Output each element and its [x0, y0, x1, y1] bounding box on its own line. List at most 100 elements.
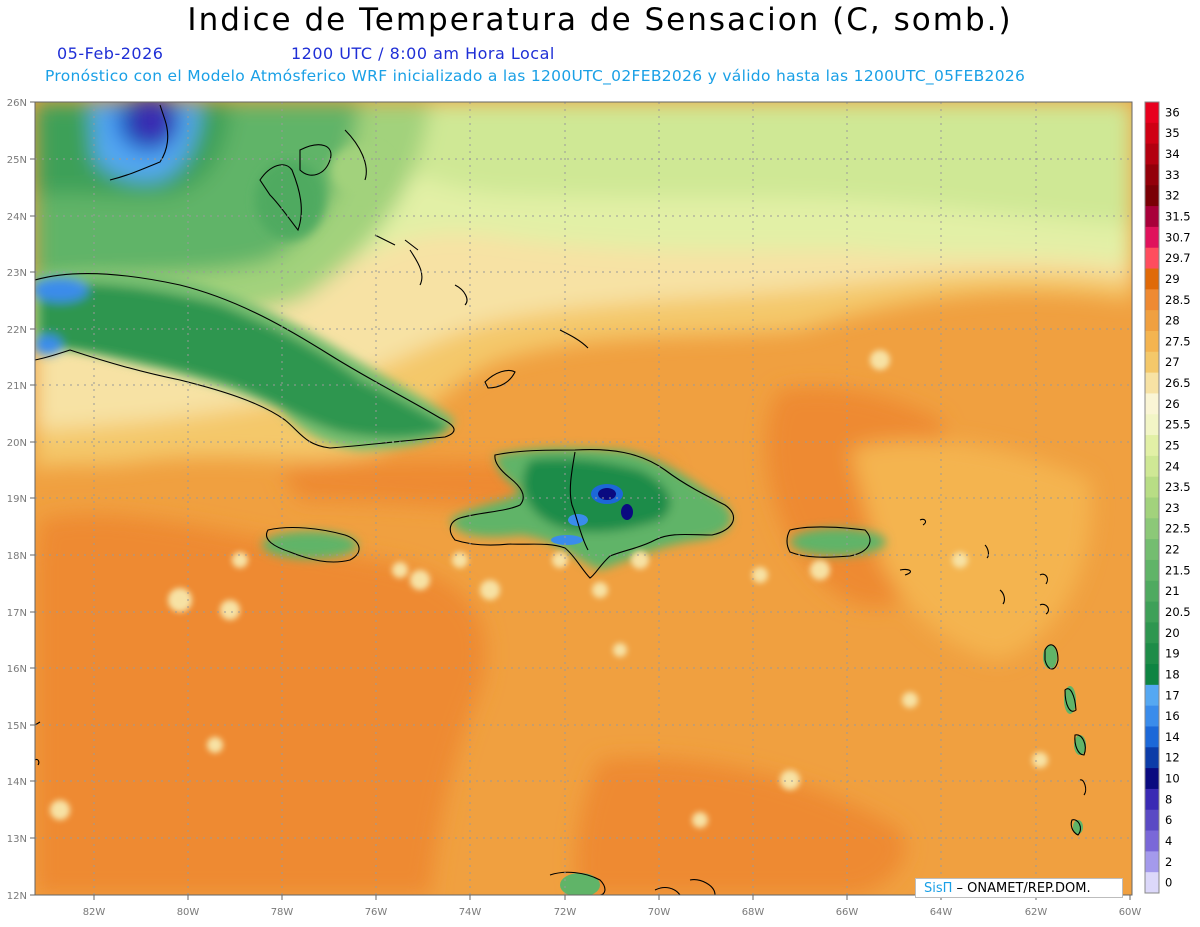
colorbar-swatch — [1145, 580, 1159, 602]
colorbar-swatch — [1145, 851, 1159, 873]
colorbar-swatch — [1145, 601, 1159, 623]
colorbar-swatch — [1145, 809, 1159, 831]
lat-tick-label: 14N — [7, 777, 27, 788]
colorbar-label: 22.5 — [1165, 522, 1191, 536]
colorbar-label: 28.5 — [1165, 293, 1191, 307]
colorbar-label: 24 — [1165, 459, 1180, 473]
lat-tick-label: 18N — [7, 551, 27, 562]
colorbar-swatch — [1145, 768, 1159, 790]
colorbar-swatch — [1145, 143, 1159, 165]
coastlines — [35, 104, 1087, 895]
colorbar-swatch — [1145, 872, 1159, 894]
lat-tick-label: 16N — [7, 664, 27, 675]
colorbar-label: 20.5 — [1165, 605, 1191, 619]
lat-tick-label: 20N — [7, 438, 27, 449]
lon-tick-label: 72W — [554, 907, 577, 918]
colorbar-swatch — [1145, 122, 1159, 145]
heat-index-field — [35, 102, 1132, 895]
map-title: Indice de Temperatura de Sensacion (C, s… — [187, 2, 1013, 38]
colorbar-label: 31.5 — [1165, 209, 1191, 223]
colorbar-swatch — [1145, 518, 1159, 540]
lon-tick-label: 78W — [271, 907, 294, 918]
lat-tick-label: 17N — [7, 608, 27, 619]
colorbar-label: 2 — [1165, 855, 1172, 869]
colorbar-frame — [1144, 101, 1160, 894]
colorbar-label: 35 — [1165, 126, 1180, 140]
colorbar-label: 20 — [1165, 626, 1180, 640]
lat-tick-label: 12N — [7, 891, 27, 902]
colorbar-swatch — [1145, 372, 1159, 394]
colorbar-swatch — [1145, 705, 1159, 727]
valid-date: 05-Feb-2026 — [57, 44, 164, 63]
lat-tick-label: 19N — [7, 494, 27, 505]
latitude-labels: 26N 25N 24N 23N 22N 21N 20N 19N 18N 17N … — [7, 98, 27, 902]
colorbar-label: 19 — [1165, 647, 1180, 661]
valid-time: 1200 UTC / 8:00 am Hora Local — [291, 44, 555, 63]
colorbar-swatch — [1145, 455, 1159, 478]
colorbar-swatch — [1145, 830, 1159, 852]
lon-tick-label: 60W — [1119, 907, 1142, 918]
lon-tick-label: 64W — [930, 907, 953, 918]
colorbar-label: 14 — [1165, 730, 1180, 744]
credit-brand: SisΠ — [924, 881, 953, 896]
longitude-labels: 82W 80W 78W 76W 74W 72W 70W 68W 66W 64W … — [83, 907, 1142, 918]
colorbar-label: 23.5 — [1165, 480, 1191, 494]
colorbar-swatch — [1145, 393, 1159, 415]
colorbar-label: 12 — [1165, 751, 1180, 765]
colorbar-swatch — [1145, 351, 1159, 374]
colorbar-swatch — [1145, 622, 1159, 644]
colorbar-swatch — [1145, 726, 1159, 748]
colorbar-label: 0 — [1165, 876, 1172, 890]
colorbar-label: 26.5 — [1165, 376, 1191, 390]
colorbar-label: 23 — [1165, 501, 1180, 515]
lon-tick-label: 66W — [836, 907, 859, 918]
colorbar-label: 26 — [1165, 397, 1180, 411]
colorbar-swatch — [1145, 539, 1159, 561]
colorbar: 363534333231.530.729.72928.52827.52726.5… — [1144, 101, 1191, 894]
colorbar-label: 21 — [1165, 584, 1180, 598]
colorbar-swatch — [1145, 289, 1159, 311]
colorbar-label: 25.5 — [1165, 418, 1191, 432]
colorbar-swatch — [1145, 268, 1159, 290]
lon-tick-label: 70W — [648, 907, 671, 918]
colorbar-label: 33 — [1165, 168, 1180, 182]
colorbar-swatch — [1145, 497, 1159, 519]
colorbar-swatch — [1145, 476, 1159, 498]
lon-tick-label: 68W — [742, 907, 765, 918]
colorbar-label: 4 — [1165, 834, 1172, 848]
colorbar-label: 27.5 — [1165, 334, 1191, 348]
colorbar-swatch — [1145, 226, 1159, 249]
colorbar-swatch — [1145, 247, 1159, 269]
colorbar-label: 18 — [1165, 667, 1180, 681]
colorbar-label: 10 — [1165, 772, 1180, 786]
lat-tick-label: 22N — [7, 325, 27, 336]
colorbar-label: 8 — [1165, 792, 1172, 806]
colorbar-swatch — [1145, 206, 1159, 228]
lon-tick-label: 82W — [83, 907, 106, 918]
lon-tick-label: 74W — [459, 907, 482, 918]
colorbar-swatch — [1145, 164, 1159, 186]
colorbar-label: 28 — [1165, 314, 1180, 328]
colorbar-swatch — [1145, 643, 1159, 665]
colorbar-label: 29.7 — [1165, 251, 1191, 265]
colorbar-label: 17 — [1165, 688, 1180, 702]
lon-tick-label: 62W — [1025, 907, 1048, 918]
colorbar-label: 6 — [1165, 813, 1172, 827]
colorbar-swatch — [1145, 330, 1159, 353]
lon-tick-label: 76W — [365, 907, 388, 918]
lat-tick-label: 26N — [7, 98, 27, 109]
colorbar-label: 34 — [1165, 147, 1180, 161]
colorbar-swatch — [1145, 684, 1159, 707]
colorbar-swatch — [1145, 414, 1159, 436]
colorbar-label: 29 — [1165, 272, 1180, 286]
colorbar-label: 22 — [1165, 543, 1180, 557]
colorbar-swatch — [1145, 559, 1159, 582]
colorbar-label: 16 — [1165, 709, 1180, 723]
colorbar-label: 32 — [1165, 189, 1180, 203]
lat-tick-label: 15N — [7, 721, 27, 732]
lat-tick-label: 21N — [7, 381, 27, 392]
colorbar-label: 25 — [1165, 438, 1180, 452]
lat-tick-label: 24N — [7, 212, 27, 223]
colorbar-swatch — [1145, 788, 1159, 811]
